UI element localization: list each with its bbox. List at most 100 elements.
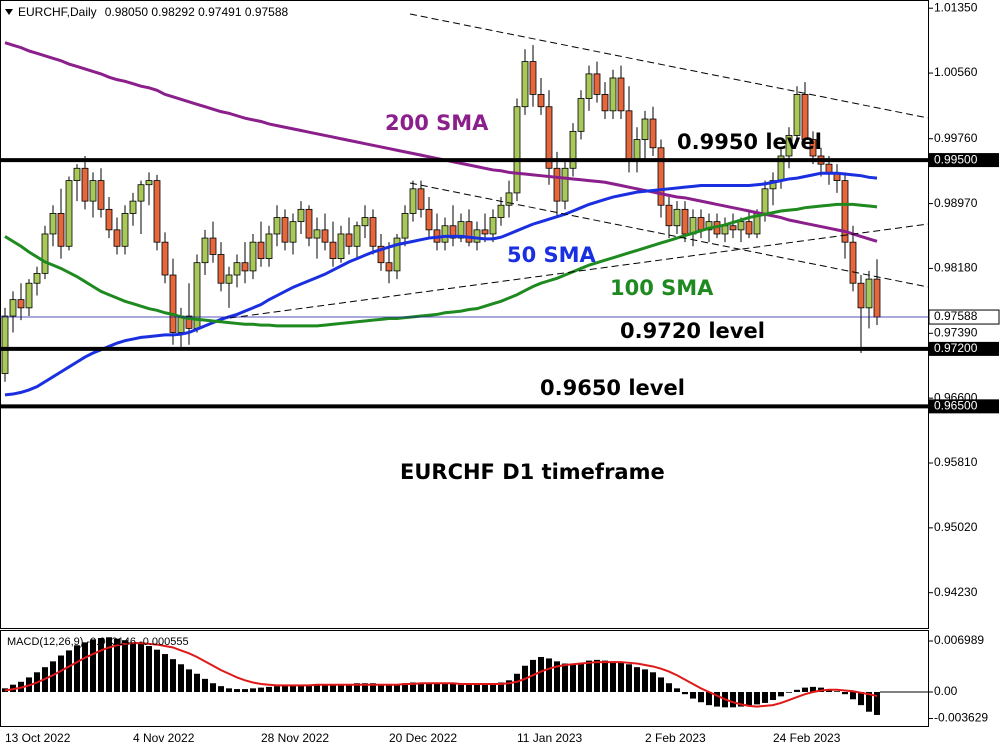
macd-bar	[714, 691, 720, 707]
macd-bar	[162, 654, 168, 692]
candle-body	[329, 241, 337, 259]
candle-body	[505, 192, 513, 206]
macd-bar	[138, 643, 144, 692]
candle-body	[425, 208, 433, 231]
candle-body	[209, 237, 217, 255]
macd-bar	[58, 655, 64, 692]
candle-body	[513, 106, 521, 194]
macd-bar	[650, 672, 656, 692]
y-tick-label: 0.94230	[934, 585, 978, 599]
macd-bar	[378, 683, 384, 692]
candle-body	[137, 184, 145, 202]
candle-body	[337, 233, 345, 259]
macd-bar	[466, 684, 472, 692]
signal-line	[4, 642, 878, 708]
candle-body	[353, 225, 361, 247]
ohlc: 0.98050 0.98292 0.97491 0.97588	[105, 5, 289, 19]
macd-bar	[874, 691, 880, 715]
candle-body	[865, 278, 873, 309]
candle-body	[25, 282, 33, 309]
macd-bar	[498, 682, 504, 692]
candle-body	[577, 98, 585, 132]
macd-bar	[594, 659, 600, 692]
level-tag	[929, 399, 999, 414]
sma-label: 50 SMA	[507, 243, 597, 267]
candle-body	[561, 167, 569, 202]
macd-bar	[66, 650, 72, 692]
y-tick-label: 0.99760	[934, 131, 978, 145]
macd-bar	[314, 684, 320, 692]
y-tick-label: 0.98970	[934, 196, 978, 210]
macd-bar	[74, 645, 80, 692]
symbol: EURCHF,Daily	[18, 5, 97, 19]
candle-body	[233, 262, 241, 276]
macd-bar	[274, 686, 280, 692]
macd-bar	[834, 691, 840, 692]
candle-body	[761, 188, 769, 214]
candle-body	[305, 208, 313, 239]
candle-body	[457, 221, 465, 239]
candle-body	[801, 94, 809, 140]
marks	[1, 41, 928, 715]
macd-bar	[194, 673, 200, 692]
candle-body	[697, 217, 705, 231]
y-tick-label: 0.00	[934, 684, 958, 698]
candle-body	[81, 167, 89, 202]
macd-bar	[674, 688, 680, 692]
macd-bar	[266, 686, 272, 692]
macd-bar	[170, 659, 176, 692]
macd-bar	[506, 680, 512, 692]
y-tick-label: 0.97390	[934, 325, 978, 339]
macd-bar	[322, 684, 328, 692]
candle-body	[705, 221, 713, 231]
candle-body	[769, 180, 777, 190]
y-tick-label: -0.003629	[934, 711, 988, 725]
candle-body	[17, 299, 25, 309]
macd-bar	[298, 684, 304, 692]
level-label: 0.9950 level	[677, 130, 822, 154]
trend-line	[409, 182, 929, 288]
candle-body	[57, 213, 65, 247]
candle-body	[241, 262, 249, 272]
candle-body	[393, 237, 401, 272]
y-tick-label: 0.006989	[934, 633, 984, 647]
candle-body	[641, 118, 649, 140]
candle-body	[65, 180, 73, 247]
sma-label: 100 SMA	[610, 276, 714, 300]
macd-bar	[82, 642, 88, 692]
candle-body	[73, 167, 81, 182]
candle-body	[153, 180, 161, 243]
macd-bar	[346, 683, 352, 692]
candle-body	[201, 237, 209, 264]
chart-header: EURCHF,Daily 0.98050 0.98292 0.97491 0.97…	[18, 5, 289, 19]
candle-body	[401, 213, 409, 239]
candle-body	[633, 139, 641, 161]
macd-bar	[514, 673, 520, 692]
candle-body	[609, 77, 617, 112]
candle-body	[49, 213, 57, 235]
macd-bar	[442, 683, 448, 692]
macd-bar	[634, 667, 640, 692]
sma-line	[4, 171, 878, 397]
macd-bar	[626, 664, 632, 692]
candle-body	[257, 241, 265, 259]
macd-bar	[570, 664, 576, 692]
x-tick-label: 28 Nov 2022	[261, 731, 329, 745]
macd-bar	[562, 663, 568, 692]
macd-bar	[458, 684, 464, 692]
candle-body	[105, 208, 113, 231]
y-tick-label: 1.01350	[934, 0, 978, 14]
candle-body	[849, 241, 857, 284]
macd-bar	[474, 684, 480, 692]
x-tick-label: 4 Nov 2022	[133, 731, 195, 745]
candle-body	[217, 254, 225, 284]
level-tag-label: 0.99500	[934, 152, 978, 166]
macd-bar	[282, 685, 288, 692]
macd-bar	[706, 691, 712, 706]
macd-bar	[202, 678, 208, 692]
macd-bar	[386, 683, 392, 692]
macd-bar	[434, 683, 440, 692]
candle-body	[169, 274, 177, 333]
macd-bar	[290, 685, 296, 692]
candle-body	[489, 217, 497, 235]
